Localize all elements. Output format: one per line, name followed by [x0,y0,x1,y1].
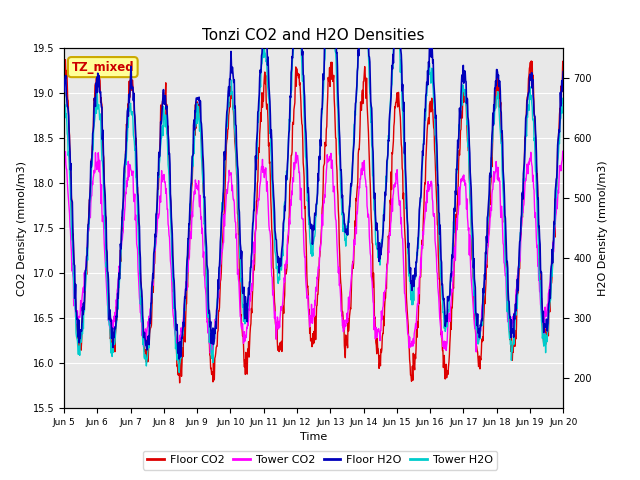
Y-axis label: CO2 Density (mmol/m3): CO2 Density (mmol/m3) [17,160,27,296]
Text: TZ_mixed: TZ_mixed [72,60,134,73]
Y-axis label: H2O Density (mmol/m3): H2O Density (mmol/m3) [598,160,607,296]
X-axis label: Time: Time [300,432,327,442]
Title: Tonzi CO2 and H2O Densities: Tonzi CO2 and H2O Densities [202,28,425,43]
Legend: Floor CO2, Tower CO2, Floor H2O, Tower H2O: Floor CO2, Tower CO2, Floor H2O, Tower H… [143,451,497,469]
